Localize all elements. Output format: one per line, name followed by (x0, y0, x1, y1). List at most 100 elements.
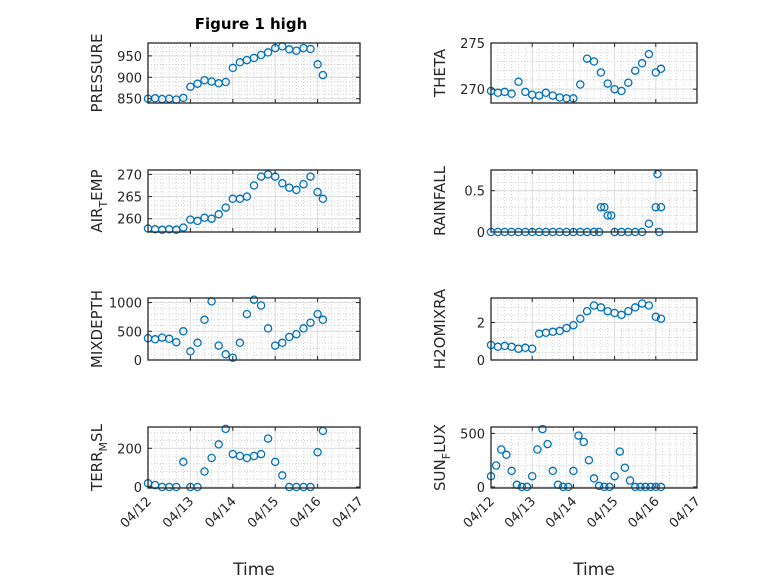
data-point (318, 315, 328, 325)
data-point (558, 482, 568, 492)
data-point (214, 341, 223, 350)
data-point (306, 172, 315, 181)
data-point (292, 329, 301, 339)
x-tick-label: 04/14 (543, 494, 580, 531)
data-point (569, 320, 578, 330)
data-point (200, 315, 209, 325)
data-point (179, 327, 188, 336)
x-tick-label: 04/16 (626, 494, 663, 531)
data-point (527, 344, 537, 353)
data-point (606, 211, 616, 220)
data-point (179, 223, 188, 232)
data-point (256, 449, 266, 459)
data-point (172, 337, 181, 347)
data-point (594, 481, 604, 491)
data-point (653, 169, 662, 179)
y-tick-label: 0 (477, 354, 485, 369)
data-point (644, 301, 654, 310)
data-point (584, 455, 594, 465)
y-tick-label: 260 (117, 213, 142, 228)
data-point (285, 332, 294, 342)
data-point (263, 48, 273, 57)
data-point (278, 179, 287, 188)
x-tick-label: 04/13 (160, 494, 197, 531)
data-point (600, 202, 609, 212)
x-tick-label: 04/15 (584, 494, 621, 531)
data-point (306, 482, 315, 492)
x-tick-label: 04/17 (330, 494, 367, 531)
subplot-1: 850 900 950 PRESSURE (88, 34, 361, 113)
data-point (656, 64, 666, 74)
subplot-grid: 850 900 950 PRESSURE 270 275 THETA 260 265 270 AIR… (88, 34, 704, 580)
data-point (207, 453, 216, 463)
data-point (186, 82, 195, 91)
data-point (582, 306, 592, 316)
data-point (656, 482, 666, 492)
data-point (541, 88, 551, 98)
data-point (292, 185, 301, 195)
data-point (576, 314, 585, 323)
data-point (596, 68, 606, 77)
data-point (306, 318, 315, 327)
y-tick-label: 0 (477, 226, 485, 241)
data-point (651, 312, 661, 322)
data-point (615, 447, 625, 456)
y-tick-label: 1000 (109, 297, 142, 312)
data-point (318, 426, 328, 436)
y-tick-label: 270 (117, 168, 142, 183)
data-point (193, 79, 202, 88)
data-point (543, 439, 552, 449)
x-tick-label: 04/16 (287, 494, 324, 531)
data-point (278, 471, 287, 480)
data-point (318, 70, 328, 80)
data-point (630, 482, 640, 492)
y-tick-label: 900 (117, 71, 142, 86)
data-point (263, 324, 273, 333)
data-point (538, 424, 547, 434)
subplot-3: 260 265 270 AIRTEMP (88, 168, 361, 235)
x-axis-label: Time (232, 560, 275, 580)
data-point (600, 482, 609, 492)
y-tick-label: 950 (117, 50, 142, 65)
data-point (548, 466, 558, 476)
data-point (596, 202, 606, 212)
data-point (497, 445, 506, 454)
data-point (569, 466, 578, 476)
data-point (235, 451, 245, 461)
data-point (200, 467, 209, 476)
data-point (299, 43, 308, 53)
data-point (150, 335, 160, 344)
y-axis-label: RAINFALL (431, 165, 449, 236)
data-point (306, 44, 315, 54)
data-point (193, 338, 202, 348)
data-point (228, 353, 238, 362)
data-point (574, 431, 583, 440)
data-point (522, 482, 532, 492)
data-point (186, 347, 195, 356)
y-axis-label: MIXDEPTH (88, 290, 106, 368)
y-tick-label: 200 (117, 442, 142, 457)
y-tick-label: 500 (117, 325, 142, 340)
data-point (207, 214, 216, 223)
data-point (193, 216, 202, 226)
data-point (507, 89, 516, 99)
data-point (235, 338, 245, 348)
data-point (256, 301, 266, 310)
y-axis-label: SUNFLUX (431, 424, 453, 491)
y-axis-label: TERRMSL (88, 423, 110, 492)
data-point (242, 309, 252, 319)
axes-box (490, 169, 698, 233)
data-point (617, 310, 626, 320)
x-tick-label: 04/17 (667, 494, 704, 531)
data-point (491, 461, 501, 470)
data-point (507, 466, 516, 476)
y-axis-label: PRESSURE (88, 34, 106, 113)
subplot-6: 0 2 H2OMIXRA (431, 288, 698, 369)
axes-box (147, 169, 361, 233)
data-point (299, 324, 308, 333)
data-point (493, 88, 503, 98)
data-point (555, 326, 564, 336)
figure-title: Figure 1 high (195, 15, 308, 33)
y-tick-label: 0 (134, 354, 142, 369)
